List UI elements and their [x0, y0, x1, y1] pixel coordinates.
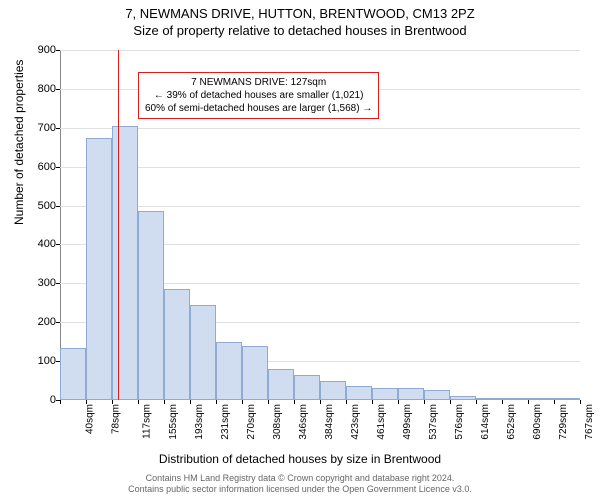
y-tick-mark [56, 167, 60, 168]
histogram-bar [372, 388, 398, 400]
histogram-bar [164, 289, 190, 400]
y-tick-mark [56, 50, 60, 51]
y-tick-label: 400 [38, 238, 56, 250]
histogram-bar [112, 126, 138, 400]
histogram-bar [242, 346, 268, 400]
x-tick-mark [86, 400, 87, 404]
x-tick-mark [294, 400, 295, 404]
histogram-bar [190, 305, 216, 400]
histogram-bar [346, 386, 372, 400]
annotation-line: ← 39% of detached houses are smaller (1,… [145, 89, 372, 102]
x-tick-label: 346sqm [298, 404, 309, 440]
histogram-bar [60, 348, 86, 401]
annotation-line: 7 NEWMANS DRIVE: 127sqm [145, 76, 372, 89]
histogram-bar [138, 211, 164, 400]
x-tick-label: 729sqm [558, 404, 569, 440]
chart-title-sub: Size of property relative to detached ho… [0, 23, 600, 38]
x-tick-label: 652sqm [506, 404, 517, 440]
y-tick-mark [56, 244, 60, 245]
histogram-bar [476, 398, 502, 400]
x-tick-mark [580, 400, 581, 404]
histogram-bar [320, 381, 346, 400]
histogram-bar [502, 398, 528, 400]
y-tick-label: 800 [38, 83, 56, 95]
annotation-box: 7 NEWMANS DRIVE: 127sqm← 39% of detached… [138, 72, 379, 119]
x-tick-mark [216, 400, 217, 404]
y-tick-mark [56, 89, 60, 90]
x-tick-mark [528, 400, 529, 404]
x-tick-label: 384sqm [324, 404, 335, 440]
gridline [60, 206, 580, 207]
y-tick-mark [56, 128, 60, 129]
y-tick-label: 100 [38, 355, 56, 367]
x-tick-label: 193sqm [194, 404, 205, 440]
histogram-bar [216, 342, 242, 400]
histogram-bar [450, 396, 476, 400]
y-tick-mark [56, 206, 60, 207]
histogram-bar [528, 398, 554, 400]
x-tick-label: 537sqm [428, 404, 439, 440]
x-tick-label: 40sqm [85, 404, 96, 434]
x-tick-mark [268, 400, 269, 404]
x-tick-mark [554, 400, 555, 404]
histogram-bar [398, 388, 424, 400]
histogram-bar [86, 138, 112, 401]
y-tick-label: 700 [38, 122, 56, 134]
x-tick-mark [164, 400, 165, 404]
histogram-bar [554, 398, 580, 400]
y-tick-label: 200 [38, 316, 56, 328]
gridline [60, 50, 580, 51]
y-tick-label: 900 [38, 44, 56, 56]
x-tick-mark [320, 400, 321, 404]
x-tick-mark [242, 400, 243, 404]
x-tick-label: 423sqm [350, 404, 361, 440]
x-tick-mark [138, 400, 139, 404]
histogram-bar [294, 375, 320, 400]
x-tick-mark [476, 400, 477, 404]
x-tick-label: 155sqm [168, 404, 179, 440]
x-tick-label: 690sqm [532, 404, 543, 440]
x-tick-label: 614sqm [480, 404, 491, 440]
footer-line1: Contains HM Land Registry data © Crown c… [0, 473, 600, 485]
x-tick-label: 499sqm [402, 404, 413, 440]
gridline [60, 167, 580, 168]
y-axis-title: Number of detached properties [12, 60, 26, 225]
histogram-bar [424, 390, 450, 400]
x-tick-mark [502, 400, 503, 404]
x-tick-label: 576sqm [454, 404, 465, 440]
x-tick-mark [398, 400, 399, 404]
y-tick-mark [56, 322, 60, 323]
plot-area: 010020030040050060070080090040sqm78sqm11… [60, 50, 580, 400]
x-axis-title: Distribution of detached houses by size … [0, 452, 600, 466]
y-tick-label: 300 [38, 277, 56, 289]
histogram-bar [268, 369, 294, 400]
x-tick-mark [346, 400, 347, 404]
x-tick-label: 767sqm [584, 404, 595, 440]
x-tick-label: 270sqm [246, 404, 257, 440]
footer-line2: Contains public sector information licen… [0, 484, 600, 496]
x-tick-label: 231sqm [220, 404, 231, 440]
x-tick-mark [450, 400, 451, 404]
x-tick-mark [372, 400, 373, 404]
x-tick-label: 461sqm [376, 404, 387, 440]
footer-attribution: Contains HM Land Registry data © Crown c… [0, 473, 600, 496]
chart-title-main: 7, NEWMANS DRIVE, HUTTON, BRENTWOOD, CM1… [0, 6, 600, 21]
marker-line [118, 50, 119, 400]
x-tick-mark [424, 400, 425, 404]
y-tick-label: 600 [38, 161, 56, 173]
x-tick-label: 117sqm [141, 404, 152, 439]
x-tick-label: 308sqm [272, 404, 283, 440]
x-tick-mark [190, 400, 191, 404]
annotation-line: 60% of semi-detached houses are larger (… [145, 102, 372, 115]
y-tick-mark [56, 283, 60, 284]
x-tick-mark [112, 400, 113, 404]
gridline [60, 128, 580, 129]
x-tick-mark [60, 400, 61, 404]
y-tick-label: 500 [38, 200, 56, 212]
x-tick-label: 78sqm [111, 404, 122, 434]
